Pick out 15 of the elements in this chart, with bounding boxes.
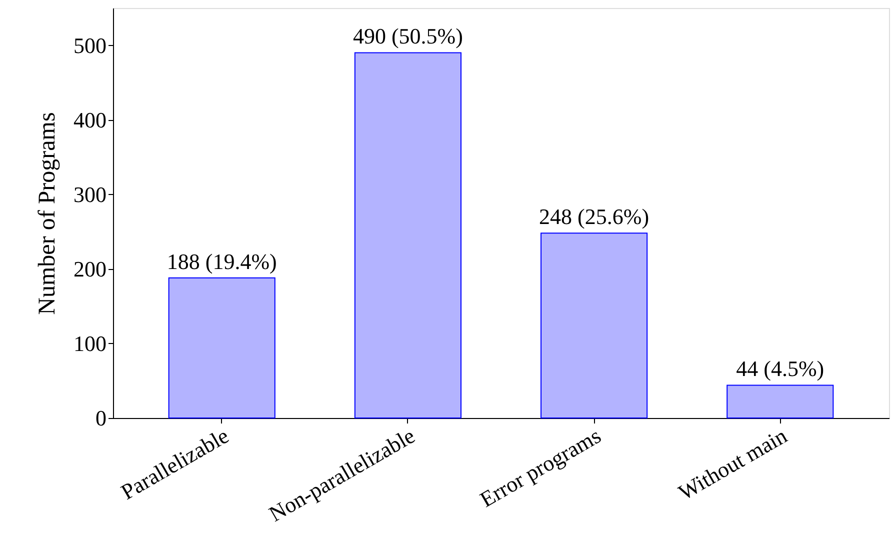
bar [726, 384, 834, 418]
bar [540, 232, 648, 418]
bar [168, 277, 276, 418]
y-tick-label: 400 [74, 107, 106, 132]
bar [354, 52, 462, 418]
data-label: 188 (19.4%) [166, 248, 277, 274]
y-tick-label: 500 [74, 32, 106, 58]
y-tick-label: 0 [96, 406, 106, 430]
data-label: 490 (50.5%) [352, 24, 463, 49]
y-tick-label: 100 [74, 330, 106, 356]
data-label: 248 (25.6%) [539, 204, 650, 230]
data-label: 44 (4.5%) [736, 356, 824, 382]
y-tick-label: 200 [74, 256, 106, 282]
y-tick-label: 300 [74, 182, 106, 207]
y-axis-title: Number of Programs [34, 112, 60, 315]
